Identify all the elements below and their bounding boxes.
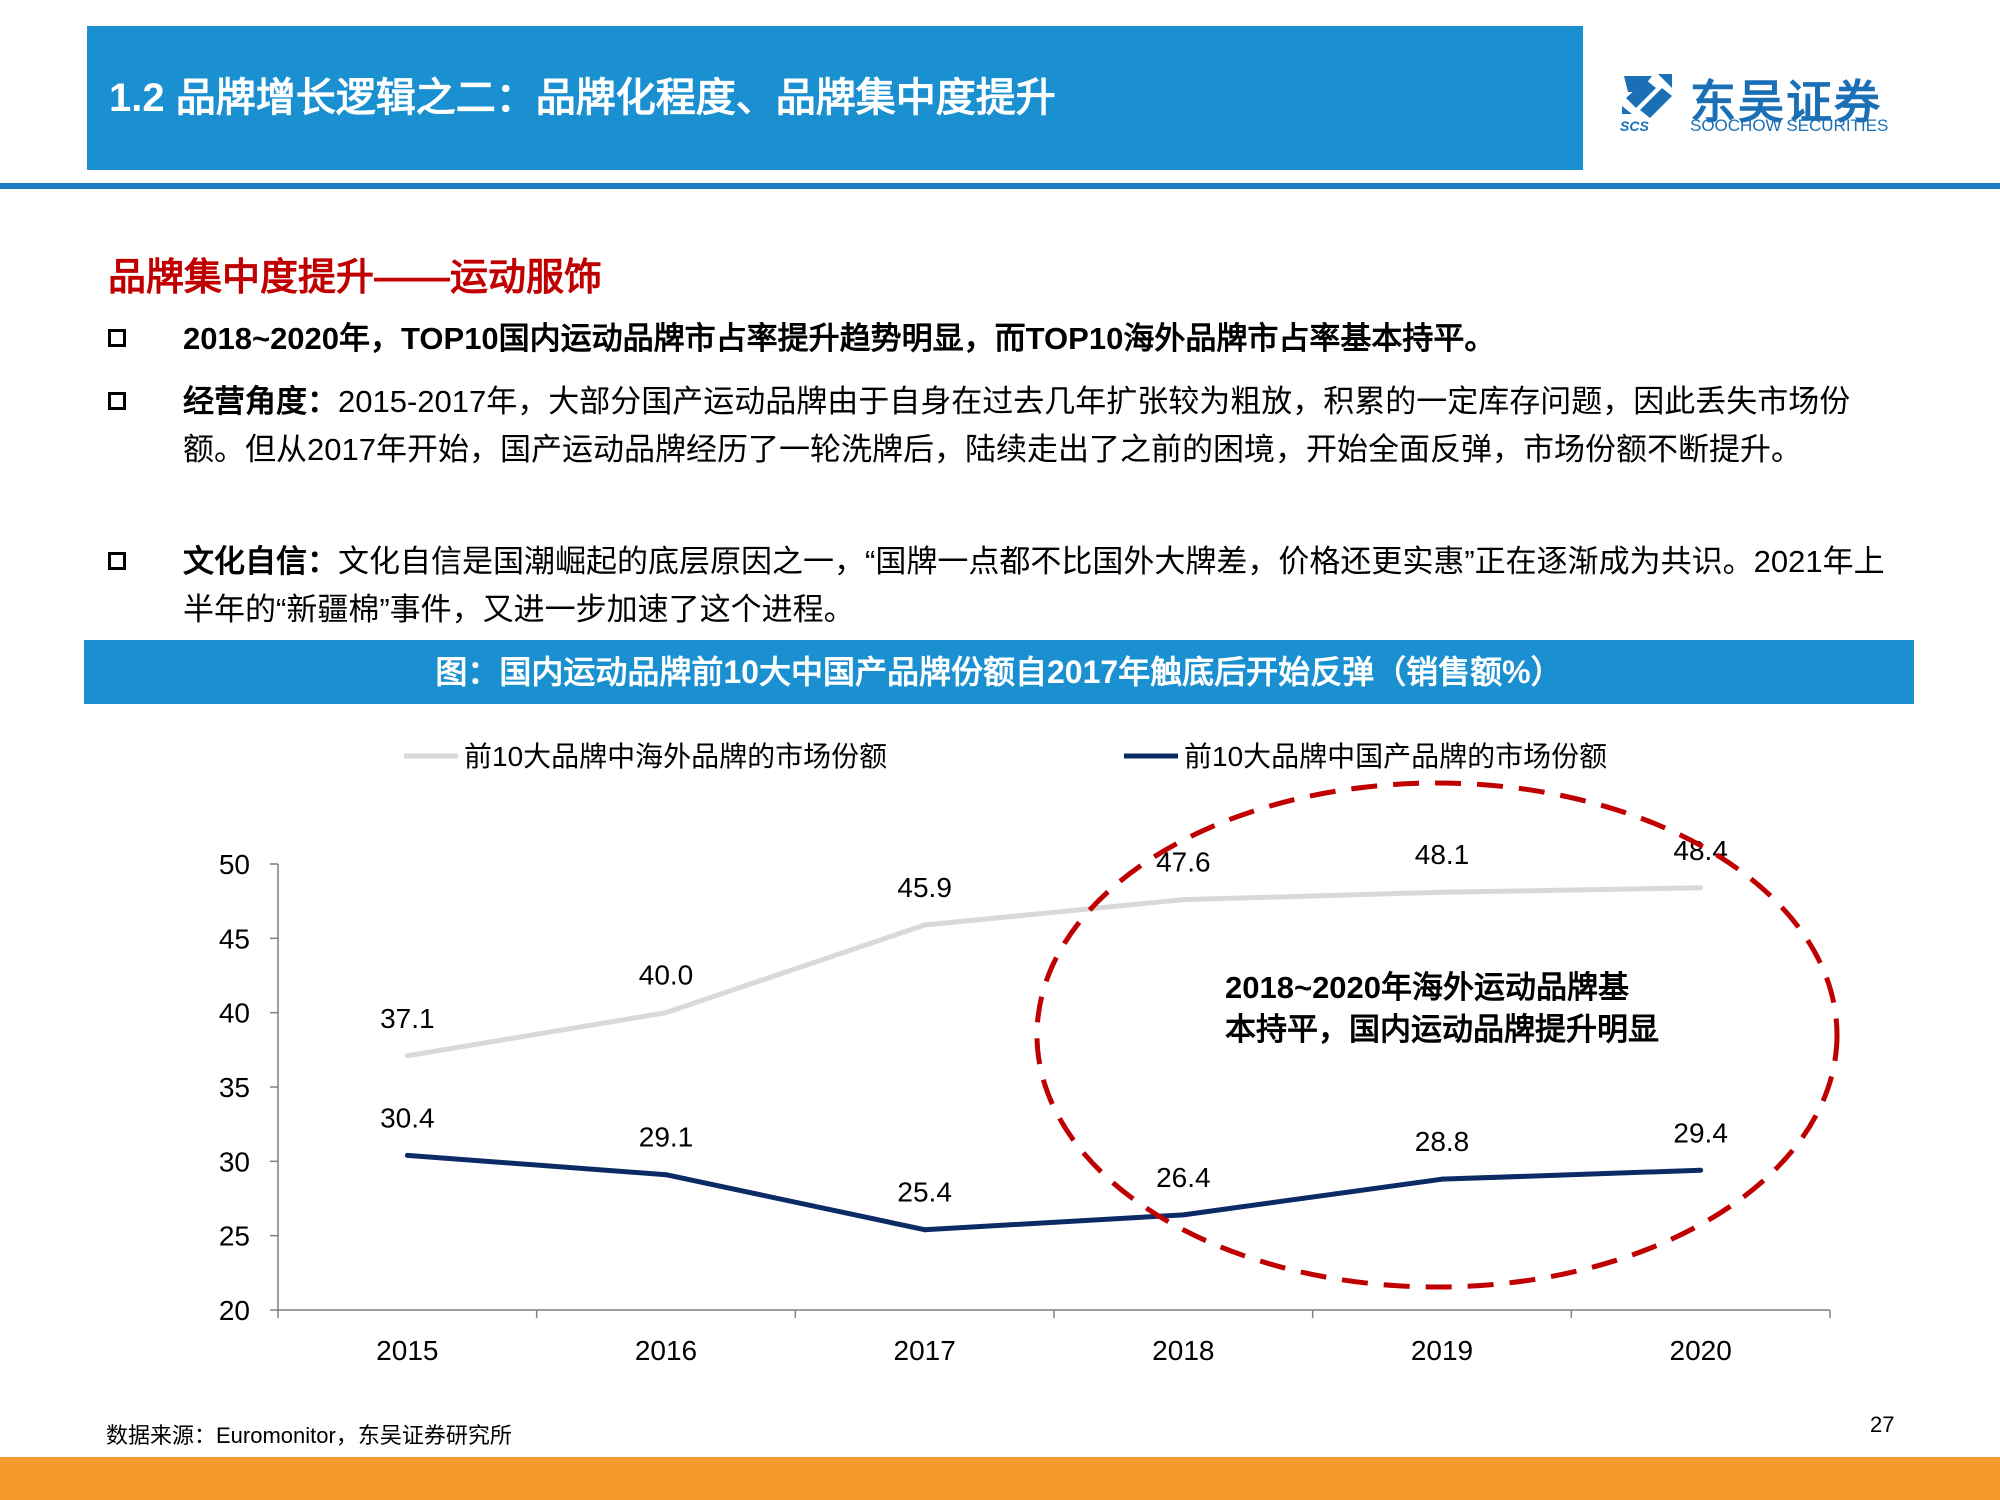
legend-label: 前10大品牌中国产品牌的市场份额: [1184, 741, 1607, 772]
data-label: 40.0: [639, 960, 694, 991]
bullet-lead: 文化自信：: [183, 544, 338, 579]
highlight-ellipse: [1034, 780, 1840, 1290]
logo-mark-text: SCS: [1620, 118, 1649, 134]
company-logo: SCS 东吴证券 SOOCHOW SECURITIES: [1618, 70, 1898, 140]
header-divider: [0, 183, 2000, 189]
data-source: 数据来源：Euromonitor，东吴证券研究所: [106, 1423, 512, 1448]
y-tick-label: 45: [219, 923, 250, 954]
series-line: [407, 1152, 1701, 1233]
chart-series: 37.140.045.947.6 48.1 48.430.429.125.4 26.4…: [380, 835, 1728, 1233]
data-label: 30.4: [380, 1102, 435, 1133]
x-tick-label: 2015: [376, 1335, 438, 1366]
data-point: [1698, 885, 1704, 891]
data-point: [663, 1010, 669, 1016]
data-label: 45.9: [897, 872, 952, 903]
y-tick-label: 40: [219, 998, 250, 1029]
x-tick-label: 2017: [894, 1335, 956, 1366]
page-number: 27: [1870, 1412, 1895, 1437]
data-label: 29.4: [1673, 1117, 1728, 1148]
data-point: [922, 922, 928, 928]
data-point: [663, 1172, 669, 1178]
data-point: [404, 1152, 410, 1158]
footer-bar: [0, 1457, 2000, 1500]
data-point: [1180, 897, 1186, 903]
checkbox-bullet-icon: [108, 552, 126, 570]
annotation-text: 本持平，国内运动品牌提升明显: [1225, 1012, 1659, 1047]
data-point: [1439, 1176, 1445, 1182]
data-label: 28.8: [1415, 1126, 1470, 1157]
page-title: 1.2 品牌增长逻辑之二：品牌化程度、品牌集中度提升: [109, 76, 1056, 120]
bullet-text: 2015-2017年，大部分国产运动品牌由于自身在过去几年扩张较为粗放，积累的一…: [183, 384, 1851, 467]
bullet-lead: 经营角度：: [183, 384, 338, 419]
data-label: 25.4: [897, 1177, 952, 1208]
data-label: 29.1: [639, 1122, 694, 1153]
x-tick-label: 2018: [1152, 1335, 1214, 1366]
data-point: [922, 1227, 928, 1233]
data-label: 48.4: [1673, 835, 1728, 866]
bullet-item: 经营角度：2015-2017年，大部分国产运动品牌由于自身在过去几年扩张较为粗放…: [108, 378, 1908, 474]
data-point: [1180, 1212, 1186, 1218]
data-label: 48.1: [1415, 839, 1470, 870]
line-chart: 前10大品牌中海外品牌的市场份额 前10大品牌中国产品牌的市场份额 20 25 30 3…: [219, 741, 1840, 1366]
logo-name-en: SOOCHOW SECURITIES: [1690, 116, 1889, 135]
chart-legend: 前10大品牌中海外品牌的市场份额 前10大品牌中国产品牌的市场份额: [404, 741, 1607, 772]
section-title: 品牌集中度提升——运动服饰: [108, 257, 603, 299]
y-tick-label: 35: [219, 1072, 250, 1103]
x-tick-label: 2020: [1670, 1335, 1732, 1366]
checkbox-bullet-icon: [108, 329, 126, 347]
soochow-logo-icon: [1622, 74, 1672, 118]
bullet-item: 文化自信：文化自信是国潮崛起的底层原因之一，“国牌一点都不比国外大牌差，价格还更…: [108, 538, 1908, 634]
data-point: [404, 1053, 410, 1059]
logo-name-cn: 东吴证券: [1690, 76, 1882, 128]
y-tick-label: 25: [219, 1221, 250, 1252]
series-line: [406, 885, 1701, 1059]
data-label: 37.1: [380, 1003, 435, 1034]
data-point: [1439, 889, 1445, 895]
y-tick-label: 50: [219, 849, 250, 880]
bullet-text: 文化自信是国潮崛起的底层原因之一，“国牌一点都不比国外大牌差，价格还更实惠”正在…: [183, 544, 1885, 627]
legend-label: 前10大品牌中海外品牌的市场份额: [464, 741, 887, 772]
data-point: [1698, 1167, 1704, 1173]
x-tick-label: 2016: [635, 1335, 697, 1366]
bullet-text: 2018~2020年，TOP10国内运动品牌市占率提升趋势明显，而TOP10海外…: [183, 321, 1496, 356]
checkbox-bullet-icon: [108, 392, 126, 410]
header-bar: 1.2 品牌增长逻辑之二：品牌化程度、品牌集中度提升: [87, 26, 1583, 170]
figure-title: 图：国内运动品牌前10大中国产品牌份额自2017年触底后开始反弹（销售额%）: [435, 654, 1563, 690]
x-tick-label: 2019: [1411, 1335, 1473, 1366]
data-label: 26.4: [1156, 1162, 1211, 1193]
chart-axes: 20 25 30 35 40 45 50 2015 2016 2017 2018 2019 2020: [219, 849, 1831, 1366]
y-tick-label: 20: [219, 1295, 250, 1326]
annotation-text: 2018~2020年海外运动品牌基: [1225, 970, 1629, 1005]
y-tick-label: 30: [219, 1146, 250, 1177]
bullet-item: 2018~2020年，TOP10国内运动品牌市占率提升趋势明显，而TOP10海外…: [108, 315, 1908, 363]
figure-title-band: 图：国内运动品牌前10大中国产品牌份额自2017年触底后开始反弹（销售额%）: [84, 640, 1914, 704]
